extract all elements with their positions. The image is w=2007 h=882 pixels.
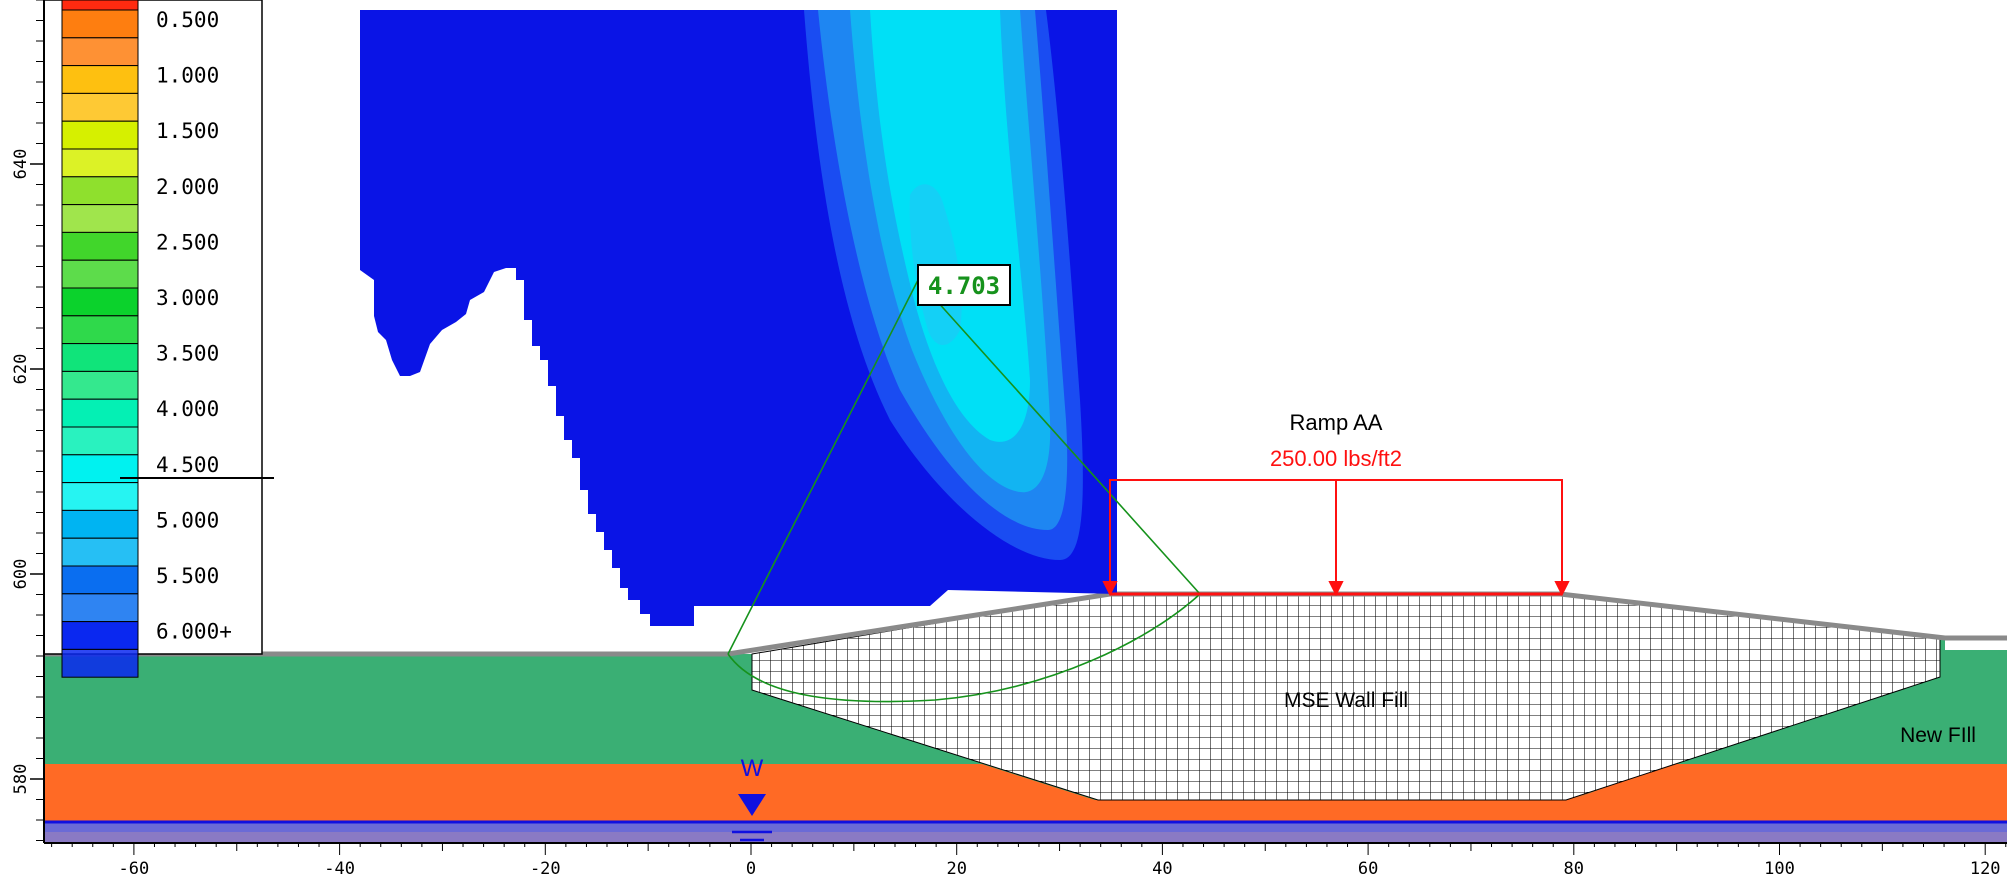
legend-label: 3.000 — [156, 286, 219, 310]
legend-label: 5.000 — [156, 508, 219, 532]
legend-swatch — [61, 370, 139, 400]
water-triangle-icon — [738, 794, 766, 816]
legend-label: 1.000 — [156, 64, 219, 88]
x-tick-label: 100 — [1764, 859, 1795, 879]
water-table: W — [45, 755, 2007, 842]
legend-swatch-top — [61, 0, 139, 11]
legend-swatch — [61, 482, 139, 511]
legend-swatch — [61, 37, 139, 67]
load-arrow-right — [1554, 581, 1570, 597]
fos-value: 4.703 — [928, 272, 1000, 300]
legend-swatch — [61, 343, 139, 372]
legend-swatch — [61, 565, 139, 595]
upper-green-top — [45, 650, 2007, 800]
x-tick-label: 120 — [1970, 859, 2001, 879]
legend: 0.500 1.000 1.500 2.000 2.500 3.000 3.500 4.000… — [43, 0, 274, 678]
legend-label: 0.500 — [156, 8, 219, 32]
x-axis: -60 -40 -20 0 20 40 60 80 100 120 — [44, 842, 2007, 882]
legend-swatch — [61, 621, 139, 650]
legend-swatch — [61, 65, 139, 94]
contour-band-4 — [870, 10, 1030, 442]
load-arrow-left — [1102, 581, 1118, 597]
load-title: Ramp AA — [1290, 410, 1383, 435]
y-axis: 640 620 600 580 — [11, 0, 45, 843]
legend-swatch — [61, 120, 139, 150]
x-tick-label: 0 — [746, 859, 756, 879]
legend-swatch — [61, 176, 139, 206]
legend-swatch — [61, 537, 139, 567]
legend-swatch — [61, 287, 139, 317]
y-tick-label: 620 — [11, 354, 31, 385]
legend-swatch — [61, 9, 139, 39]
legend-label: 5.500 — [156, 564, 219, 588]
x-tick-label: 40 — [1152, 859, 1172, 879]
legend-label: 2.500 — [156, 230, 219, 254]
legend-label: 4.000 — [156, 397, 219, 421]
fos-label-box: 4.703 — [917, 264, 1011, 306]
legend-swatch — [61, 426, 139, 456]
x-tick-label: -20 — [530, 859, 561, 879]
y-tick-label: 580 — [11, 764, 31, 795]
x-tick-label: -60 — [119, 859, 150, 879]
legend-label: 6.000+ — [156, 620, 232, 644]
mse-wall-label: MSE Wall Fill — [1284, 689, 1408, 712]
bedrock-stripe-2 — [45, 832, 2007, 843]
fos-contour-grid — [360, 10, 1117, 626]
legend-swatch — [61, 315, 139, 345]
load-value: 250.00 lbs/ft2 — [1270, 446, 1402, 471]
legend-swatch — [61, 648, 139, 678]
legend-swatch — [61, 509, 139, 539]
legend-swatch — [61, 259, 139, 289]
distributed-load — [1102, 479, 1570, 597]
water-label: W — [741, 755, 764, 782]
x-tick-label: 80 — [1564, 859, 1584, 879]
x-tick-label: 20 — [946, 859, 966, 879]
y-tick-label: 640 — [11, 149, 31, 180]
slip-arc — [727, 593, 1201, 703]
legend-swatch — [61, 148, 139, 178]
legend-label: 1.500 — [156, 119, 219, 143]
load-arrow-mid — [1328, 581, 1344, 597]
legend-label: 3.500 — [156, 342, 219, 366]
x-tick-label: 60 — [1358, 859, 1378, 879]
legend-swatch — [61, 593, 139, 623]
legend-swatch — [61, 231, 139, 261]
x-tick-label: -40 — [324, 859, 355, 879]
legend-label: 4.500 — [156, 453, 219, 477]
legend-swatch — [61, 398, 139, 428]
new-fill-label: New FIll — [1900, 724, 1976, 747]
legend-label: 2.000 — [156, 175, 219, 199]
y-tick-label: 600 — [11, 559, 31, 590]
legend-swatch — [61, 204, 139, 233]
legend-swatch — [61, 92, 139, 122]
